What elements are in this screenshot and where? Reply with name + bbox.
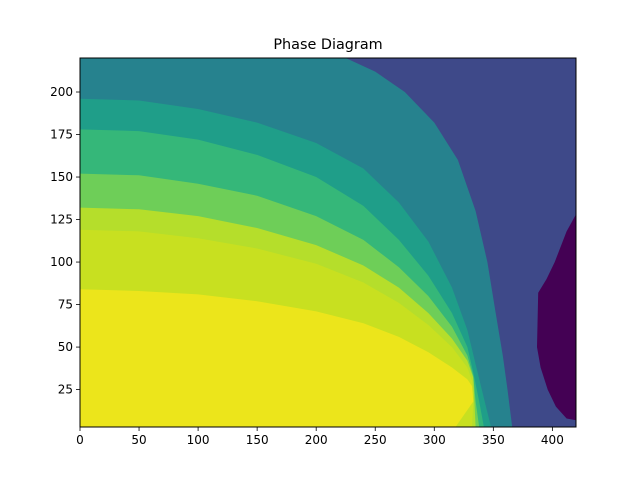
y-tick-label: 200 bbox=[50, 85, 73, 99]
y-tick-label: 100 bbox=[50, 255, 73, 269]
phase-region-level-9 bbox=[80, 289, 474, 427]
phase-region-level-0 bbox=[537, 214, 576, 421]
x-tick-label: 350 bbox=[482, 433, 505, 447]
y-tick-label: 75 bbox=[58, 298, 73, 312]
phase-regions bbox=[80, 58, 576, 427]
x-tick-label: 150 bbox=[246, 433, 269, 447]
chart-title: Phase Diagram bbox=[273, 37, 382, 53]
y-tick-label: 25 bbox=[58, 383, 73, 397]
x-tick-label: 50 bbox=[131, 433, 146, 447]
x-tick-label: 100 bbox=[187, 433, 210, 447]
plot-frame bbox=[79, 57, 577, 428]
x-tick-label: 250 bbox=[364, 433, 387, 447]
y-tick-label: 50 bbox=[58, 340, 73, 354]
y-axis: 25 50 75 100 125 150 175 200 bbox=[50, 85, 80, 397]
y-tick-label: 150 bbox=[50, 170, 73, 184]
x-tick-label: 300 bbox=[423, 433, 446, 447]
x-tick-label: 200 bbox=[305, 433, 328, 447]
y-tick-label: 175 bbox=[50, 128, 73, 142]
x-axis: 0 50 100 150 200 250 300 350 400 bbox=[76, 427, 564, 447]
y-tick-label: 125 bbox=[50, 213, 73, 227]
x-tick-label: 0 bbox=[76, 433, 84, 447]
x-tick-label: 400 bbox=[541, 433, 564, 447]
